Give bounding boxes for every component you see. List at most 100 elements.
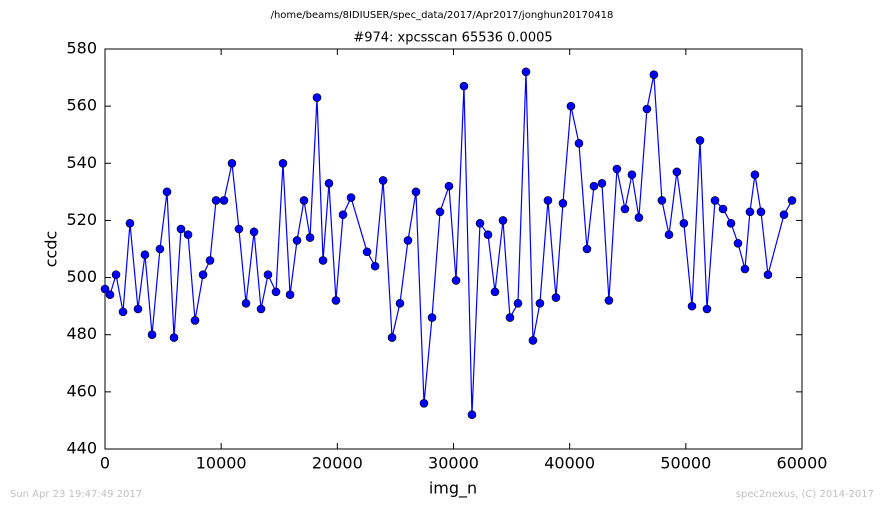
- y-tick-label: 560: [66, 96, 97, 115]
- data-point: [256, 304, 266, 314]
- data-point: [750, 170, 760, 180]
- data-point: [169, 333, 179, 342]
- data-point: [710, 196, 720, 205]
- data-point: [451, 276, 461, 285]
- data-point: [475, 218, 485, 228]
- data-point: [657, 196, 667, 205]
- data-point: [444, 181, 454, 191]
- data-point: [427, 313, 437, 322]
- data-point: [490, 287, 500, 297]
- data-point: [664, 230, 674, 240]
- y-axis-label: ccdc: [42, 231, 61, 268]
- chart-title: #974: xpcsscan 65536 0.0005: [353, 31, 552, 46]
- data-point: [679, 218, 689, 228]
- data-point: [695, 136, 705, 145]
- data-point: [543, 196, 553, 205]
- data-point: [411, 187, 421, 197]
- x-tick-label: 0: [100, 454, 110, 473]
- y-tick-label: 520: [66, 210, 97, 229]
- data-point: [249, 227, 259, 237]
- data-point: [338, 210, 348, 220]
- data-point: [305, 233, 315, 242]
- data-point: [435, 207, 445, 217]
- data-point: [125, 218, 135, 228]
- data-point: [787, 196, 797, 205]
- data-point: [387, 333, 397, 342]
- y-tick-label: 460: [66, 381, 97, 400]
- x-tick-label: 10000: [196, 454, 247, 473]
- data-point: [582, 244, 592, 254]
- x-tick-label: 50000: [660, 454, 711, 473]
- data-point: [597, 178, 607, 188]
- data-point: [634, 213, 644, 222]
- data-point: [483, 230, 493, 240]
- data-point: [285, 290, 295, 300]
- data-point: [234, 224, 244, 234]
- data-point: [733, 238, 743, 248]
- y-tick-label: 480: [66, 324, 97, 343]
- data-point: [612, 164, 622, 174]
- data-point: [241, 298, 251, 308]
- data-point: [566, 101, 576, 111]
- data-line: [104, 71, 793, 415]
- data-point: [551, 293, 561, 302]
- data-point: [687, 301, 697, 311]
- y-tick-label: 580: [66, 39, 97, 58]
- data-point: [111, 270, 121, 280]
- data-point: [459, 81, 469, 91]
- data-point: [312, 93, 322, 102]
- x-tick-label: 30000: [428, 454, 479, 473]
- suptitle: /home/beams/8IDIUSER/spec_data/2017/Apr2…: [271, 10, 614, 21]
- data-point: [133, 304, 143, 314]
- data-point: [324, 178, 334, 188]
- data-point: [318, 256, 328, 265]
- data-point: [419, 398, 429, 408]
- data-point: [271, 287, 281, 297]
- footer-left: Sun Apr 23 19:47:49 2017: [10, 489, 142, 500]
- data-point: [521, 67, 531, 77]
- data-point: [589, 181, 599, 191]
- data-point: [140, 250, 150, 260]
- data-point: [535, 298, 545, 308]
- data-point: [205, 256, 215, 265]
- data-point: [263, 270, 273, 280]
- data-point: [190, 316, 200, 325]
- data-point: [528, 336, 538, 345]
- x-tick-label: 60000: [777, 454, 828, 473]
- x-axis-label: img_n: [429, 479, 477, 499]
- data-point: [147, 330, 157, 340]
- data-point: [395, 298, 405, 308]
- x-tick-label: 40000: [544, 454, 595, 473]
- data-point: [362, 247, 372, 257]
- data-point: [649, 70, 659, 80]
- data-point: [627, 170, 637, 180]
- data-point: [100, 284, 110, 294]
- data-point: [370, 261, 380, 271]
- data-point: [299, 196, 309, 205]
- data-point: [278, 158, 288, 168]
- data-point: [162, 187, 172, 197]
- data-point: [779, 210, 789, 220]
- y-tick-label: 500: [66, 267, 97, 286]
- data-point: [642, 104, 652, 114]
- data-point: [155, 244, 165, 254]
- data-point: [672, 167, 682, 177]
- data-point: [558, 198, 568, 208]
- y-tick-label: 540: [66, 153, 97, 172]
- data-point: [620, 204, 630, 214]
- data-point: [292, 236, 302, 245]
- x-tick-label: 20000: [312, 454, 363, 473]
- data-point: [331, 296, 341, 305]
- y-tick-label: 440: [66, 439, 97, 458]
- data-point: [467, 410, 477, 420]
- data-point: [227, 158, 237, 168]
- data-point: [718, 204, 728, 214]
- data-point: [118, 307, 128, 317]
- data-point: [346, 193, 356, 202]
- data-point: [378, 176, 388, 185]
- data-point: [574, 138, 584, 148]
- data-point: [726, 218, 736, 228]
- data-point: [219, 196, 229, 205]
- data-point: [763, 270, 773, 280]
